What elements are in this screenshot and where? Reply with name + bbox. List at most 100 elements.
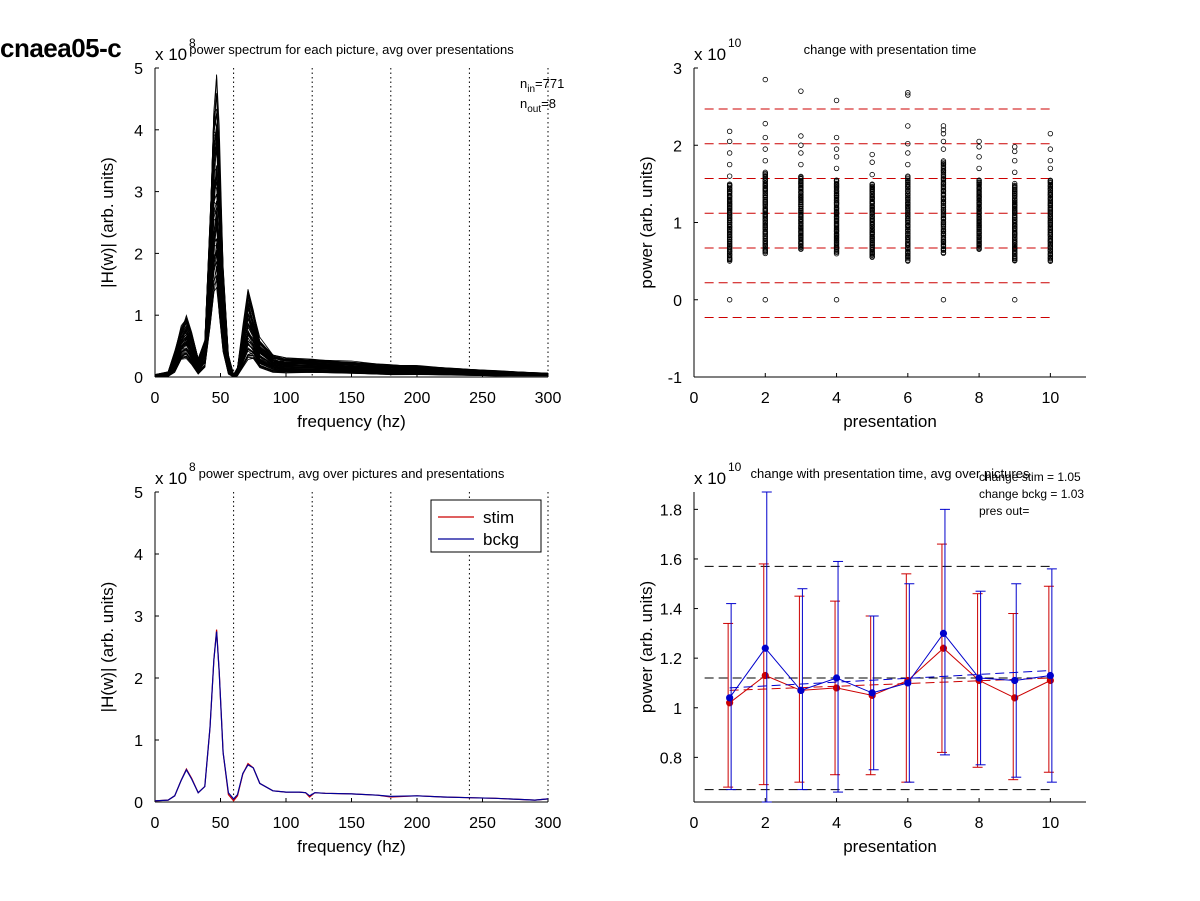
data-point [939, 629, 948, 637]
scatter-outlier [869, 151, 875, 158]
scatter-point [905, 177, 911, 183]
scatter-point [1012, 199, 1018, 205]
x-tick-label: 50 [212, 390, 230, 407]
scatter-outlier [940, 130, 947, 137]
scatter-outlier [762, 146, 768, 152]
data-point [868, 689, 876, 697]
scatter-outlier [762, 134, 768, 141]
scatter-point [869, 243, 875, 250]
scatter-outlier [1012, 144, 1018, 150]
x-tick-label: 150 [338, 390, 365, 407]
y-exponent-base: x 10 [694, 45, 726, 64]
legend-label: bckg [483, 530, 519, 549]
scatter-outlier [905, 141, 911, 147]
x-tick-label: 2 [761, 815, 770, 832]
figure-label: cnaea05-c [0, 33, 122, 63]
scatter-point [905, 187, 911, 193]
x-tick-label: 4 [832, 390, 841, 407]
series-stim [723, 543, 1054, 788]
annotation-n-in-sub: in [527, 84, 535, 95]
scatter-point [1047, 217, 1054, 223]
scatter-outlier [976, 154, 982, 160]
y-tick-label: 2 [673, 138, 682, 155]
scatter-outlier [869, 171, 875, 178]
scatter-outlier [833, 154, 840, 160]
y-tick-label: 5 [134, 61, 143, 78]
annotation-n-in: nin=771 [520, 76, 564, 95]
x-axis-label: frequency (hz) [297, 412, 406, 431]
annotation-n-in-label: n [520, 76, 527, 91]
scatter-point [833, 177, 840, 183]
series-line-bckg [154, 631, 549, 802]
scatter-outlier [940, 297, 947, 303]
scatter-outlier [940, 123, 947, 129]
x-tick-label: 250 [469, 390, 496, 407]
y-tick-label: 1.8 [660, 502, 682, 519]
scatter-outlier [833, 146, 840, 152]
scatter-outlier [1012, 169, 1018, 175]
scatter-outlier [798, 161, 804, 168]
scatter-outlier [833, 165, 840, 172]
trend-line [729, 677, 1051, 691]
scatter-point [1012, 196, 1018, 202]
data-point [761, 671, 769, 680]
series-line [154, 261, 549, 378]
scatter-point [762, 176, 768, 183]
scatter-point [940, 198, 947, 204]
y-tick-label: 1 [673, 701, 682, 718]
scatter-point [1047, 254, 1054, 260]
scatter-point [940, 202, 947, 208]
scatter-outlier [1047, 146, 1054, 152]
data-point [975, 674, 983, 682]
scatter-outlier [1047, 165, 1054, 172]
scatter-point [940, 205, 947, 211]
scatter-point [940, 163, 947, 169]
scatter-point [940, 242, 947, 249]
data-point [832, 674, 841, 682]
scatter-point [869, 183, 875, 190]
scatter-point [1047, 257, 1054, 263]
data-point [939, 644, 948, 652]
scatter-point [940, 208, 947, 215]
scatter-point [940, 184, 947, 191]
scatter-point [905, 230, 911, 236]
x-tick-label: 50 [212, 815, 230, 832]
x-tick-label: 300 [535, 390, 562, 407]
scatter-outlier [762, 76, 768, 83]
x-axis-label: frequency (hz) [297, 837, 406, 856]
x-tick-label: 0 [151, 390, 160, 407]
scatter-point [905, 232, 911, 238]
data-point [1011, 676, 1019, 685]
scatter-point [1012, 180, 1018, 187]
chart-title: power spectrum, avg over pictures and pr… [199, 466, 505, 481]
y-tick-label: 1.6 [660, 552, 682, 569]
scatter-outlier [1047, 130, 1054, 137]
scatter-point [1047, 250, 1054, 256]
scatter-outlier [940, 138, 947, 145]
y-tick-label: 1.2 [660, 651, 682, 668]
y-tick-label: 0 [673, 293, 682, 310]
scatter-outlier [869, 159, 875, 165]
y-axis-label: power (arb. units) [637, 581, 656, 713]
y-tick-label: 5 [134, 485, 143, 502]
scatter-outlier [762, 297, 768, 303]
x-axis-label: presentation [843, 837, 937, 856]
scatter-point [905, 194, 911, 200]
y-tick-label: 2 [134, 671, 143, 688]
y-exponent-base: x 10 [155, 45, 187, 64]
scatter-point [869, 198, 875, 204]
scatter-outlier [905, 123, 911, 129]
x-tick-label: 8 [975, 390, 984, 407]
scatter-point [762, 194, 768, 201]
data-point [1046, 671, 1054, 680]
scatter-point [940, 178, 947, 184]
scatter-outlier [1012, 148, 1018, 155]
chart-title: change with presentation time, avg over … [751, 466, 1030, 481]
x-tick-label: 2 [761, 390, 770, 407]
scatter-point [940, 245, 947, 251]
y-tick-label: 0 [134, 795, 143, 812]
x-tick-label: 0 [690, 815, 699, 832]
y-exponent: 10 [728, 36, 742, 50]
scatter-point [940, 158, 947, 164]
